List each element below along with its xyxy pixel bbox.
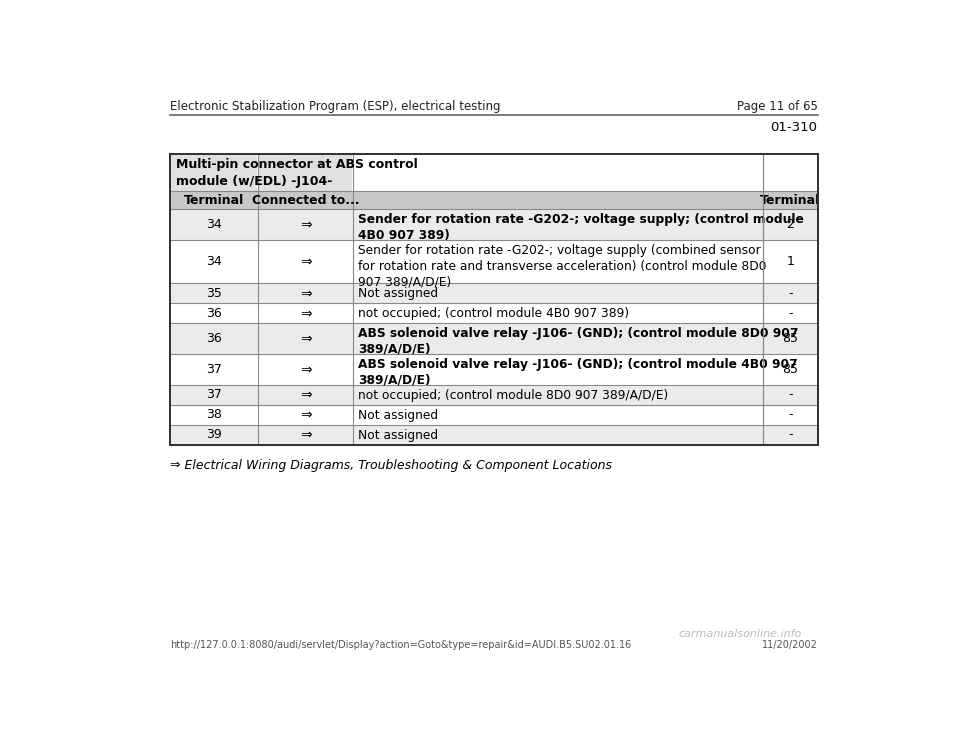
Bar [170, 154, 353, 191]
Text: 2: 2 [786, 218, 794, 231]
Bar [353, 191, 763, 209]
Text: 34: 34 [206, 218, 222, 231]
Text: ⇒: ⇒ [300, 408, 311, 421]
Text: 85: 85 [782, 332, 799, 345]
Text: not occupied; (control module 4B0 907 389): not occupied; (control module 4B0 907 38… [358, 307, 629, 320]
Bar [170, 303, 818, 323]
Text: Multi-pin connector at ABS control
module (w/EDL) -J104-: Multi-pin connector at ABS control modul… [176, 157, 418, 188]
Bar [170, 191, 258, 209]
Bar [170, 354, 818, 384]
Bar [170, 323, 818, 354]
Text: 34: 34 [206, 255, 222, 268]
Text: Not assigned: Not assigned [358, 287, 438, 300]
Bar [258, 191, 353, 209]
Text: ⇒: ⇒ [300, 428, 311, 441]
Text: ⇒: ⇒ [300, 332, 311, 346]
Bar [170, 154, 818, 444]
Text: 36: 36 [206, 306, 222, 320]
Text: ABS solenoid valve relay -J106- (GND); (control module 4B0 907
389/A/D/E): ABS solenoid valve relay -J106- (GND); (… [358, 358, 798, 387]
Text: Terminal: Terminal [760, 194, 821, 207]
Bar [170, 283, 818, 303]
Bar [170, 384, 818, 404]
Text: 37: 37 [206, 388, 222, 401]
Text: carmanualsonline.info: carmanualsonline.info [678, 628, 802, 639]
Text: 01-310: 01-310 [771, 122, 818, 134]
Text: http://127.0.0.1:8080/audi/servlet/Display?action=Goto&type=repair&id=AUDI.B5.SU: http://127.0.0.1:8080/audi/servlet/Displ… [170, 640, 632, 649]
Text: 36: 36 [206, 332, 222, 345]
Bar [170, 240, 818, 283]
Bar [170, 424, 818, 444]
Text: ⇒: ⇒ [300, 217, 311, 232]
Text: 11/20/2002: 11/20/2002 [761, 640, 818, 649]
Text: ⇒: ⇒ [300, 362, 311, 376]
Text: 1: 1 [786, 255, 794, 268]
Text: Sender for rotation rate -G202-; voltage supply (combined sensor
for rotation ra: Sender for rotation rate -G202-; voltage… [358, 244, 766, 289]
Text: ⇒: ⇒ [300, 306, 311, 320]
Text: Not assigned: Not assigned [358, 409, 438, 421]
Text: -: - [788, 286, 793, 300]
Text: Page 11 of 65: Page 11 of 65 [736, 100, 818, 113]
Text: ⇒: ⇒ [300, 388, 311, 401]
Text: ⇒: ⇒ [300, 255, 311, 269]
Text: -: - [788, 388, 793, 401]
Text: ⇒: ⇒ [300, 286, 311, 300]
Text: 35: 35 [206, 286, 222, 300]
Bar [170, 154, 818, 444]
Text: Connected to...: Connected to... [252, 194, 359, 207]
Text: not occupied; (control module 8D0 907 389/A/D/E): not occupied; (control module 8D0 907 38… [358, 389, 668, 401]
Text: Sender for rotation rate -G202-; voltage supply; (control module
4B0 907 389): Sender for rotation rate -G202-; voltage… [358, 213, 804, 242]
Bar [170, 209, 818, 240]
Text: 39: 39 [206, 428, 222, 441]
Text: -: - [788, 408, 793, 421]
Text: 85: 85 [782, 363, 799, 375]
Text: ⇒ Electrical Wiring Diagrams, Troubleshooting & Component Locations: ⇒ Electrical Wiring Diagrams, Troublesho… [170, 459, 612, 472]
Text: 38: 38 [206, 408, 222, 421]
Text: Electronic Stabilization Program (ESP), electrical testing: Electronic Stabilization Program (ESP), … [170, 100, 501, 113]
Text: -: - [788, 306, 793, 320]
Bar [763, 191, 818, 209]
Text: 37: 37 [206, 363, 222, 375]
Text: ABS solenoid valve relay -J106- (GND); (control module 8D0 907
389/A/D/E): ABS solenoid valve relay -J106- (GND); (… [358, 327, 799, 356]
Bar [170, 404, 818, 424]
Text: -: - [788, 428, 793, 441]
Text: Terminal: Terminal [184, 194, 244, 207]
Text: Not assigned: Not assigned [358, 429, 438, 441]
